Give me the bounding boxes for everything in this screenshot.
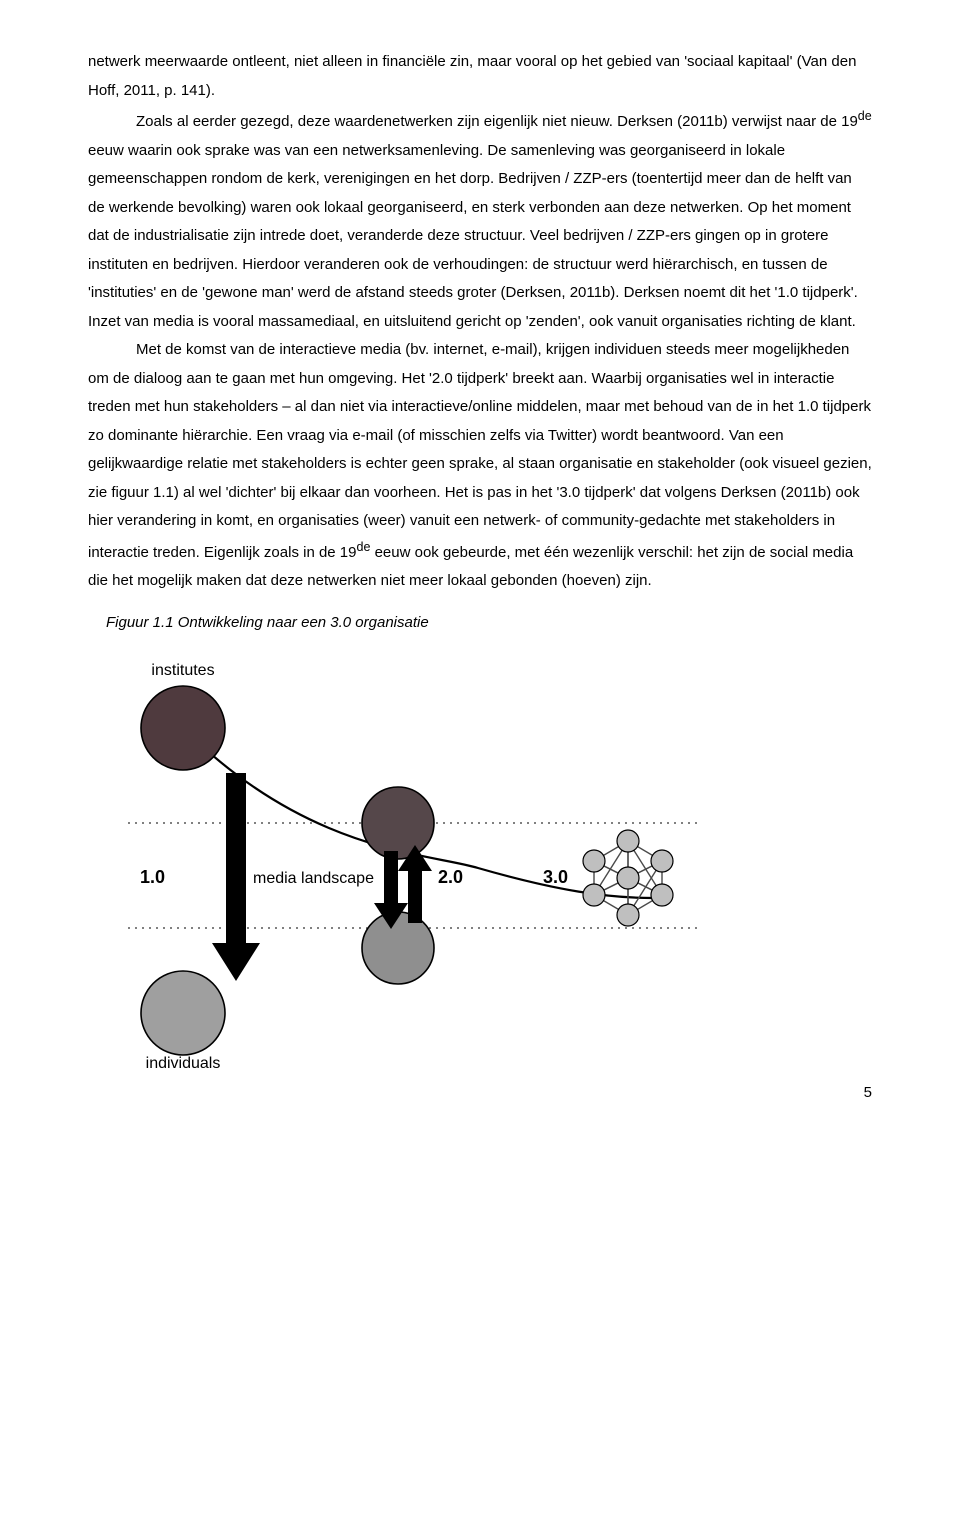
svg-text:3.0: 3.0	[543, 867, 568, 887]
figure-caption: Figuur 1.1 Ontwikkeling naar een 3.0 org…	[106, 614, 872, 631]
paragraph-2b: eeuw waarin ook sprake was van een netwe…	[88, 142, 858, 330]
page: netwerk meerwaarde ontleent, niet alleen…	[0, 0, 960, 1121]
svg-text:institutes: institutes	[151, 662, 214, 679]
figure-wrap: institutes individuals 1.0 media landscape 2…	[88, 643, 872, 1073]
paragraph-3: Met de komst van de interactieve media (…	[88, 336, 872, 596]
paragraph-2a: Zoals al eerder gezegd, deze waardenetwe…	[136, 113, 858, 130]
paragraph-3a: Met de komst van de interactieve media (…	[88, 341, 872, 561]
svg-text:1.0: 1.0	[140, 867, 165, 887]
page-number: 5	[864, 1084, 872, 1101]
svg-text:2.0: 2.0	[438, 867, 463, 887]
body-text: netwerk meerwaarde ontleent, niet alleen…	[88, 48, 872, 596]
svg-text:individuals: individuals	[146, 1055, 221, 1072]
paragraph-1: netwerk meerwaarde ontleent, niet alleen…	[88, 48, 872, 105]
figure-diagram: institutes individuals 1.0 media landscape 2…	[88, 643, 728, 1073]
paragraph-2-sup: de	[858, 109, 872, 123]
svg-text:media landscape: media landscape	[253, 870, 374, 887]
paragraph-2: Zoals al eerder gezegd, deze waardenetwe…	[88, 105, 872, 336]
paragraph-3-sup: de	[357, 540, 371, 554]
